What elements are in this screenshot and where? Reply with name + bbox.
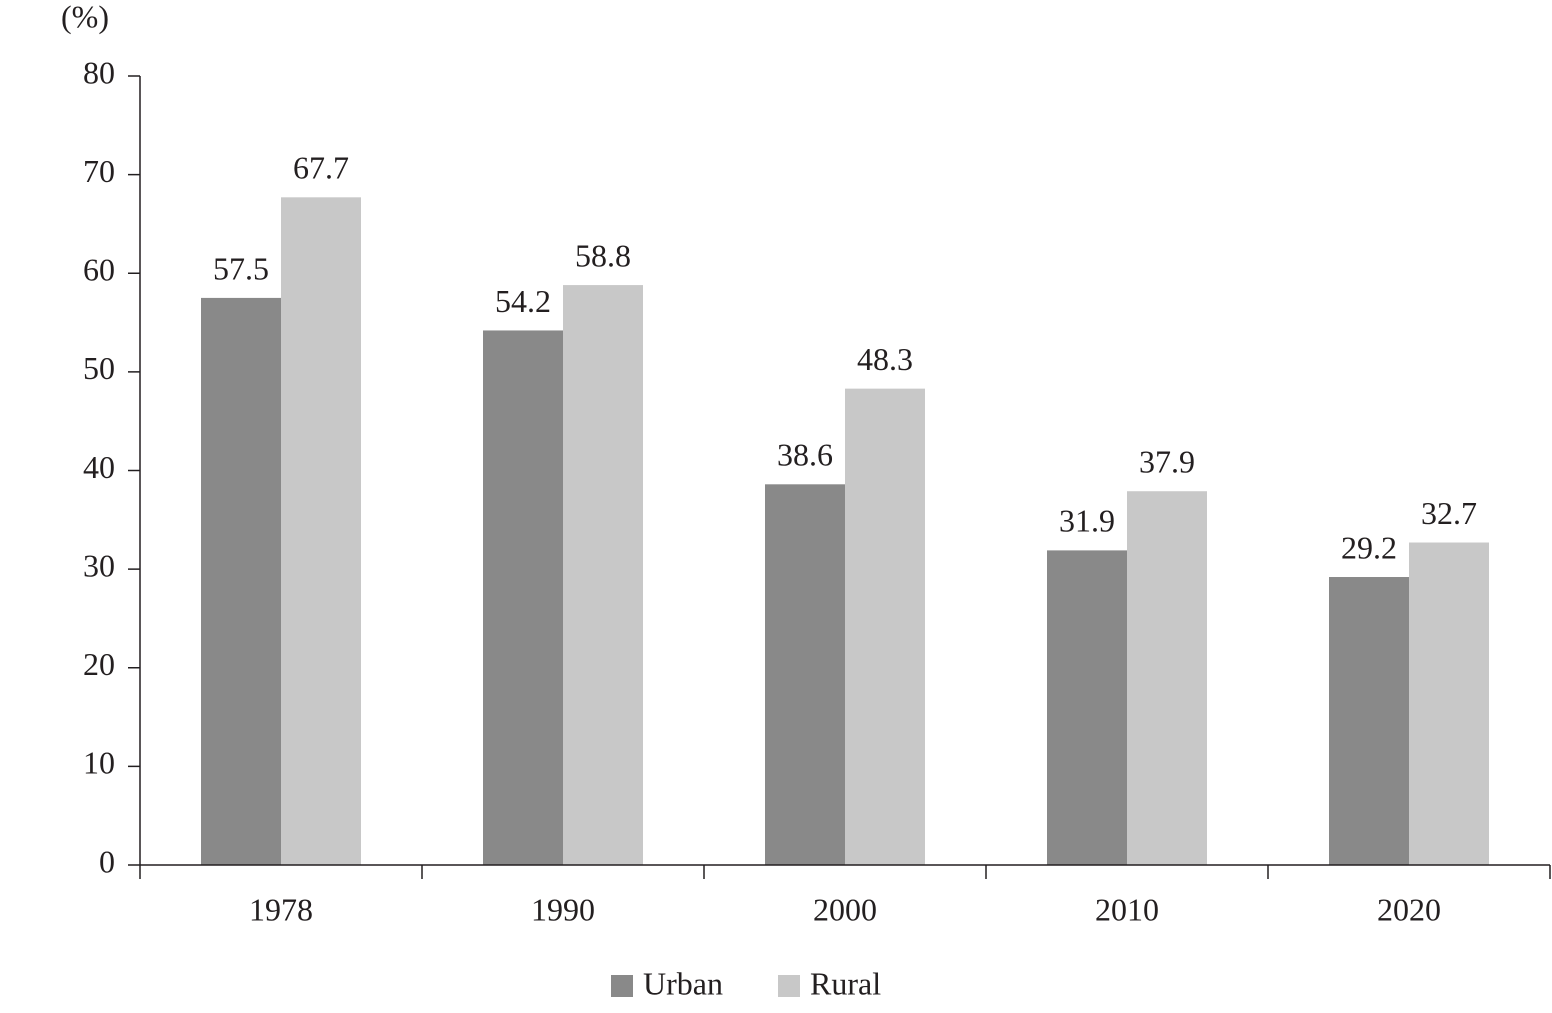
bar bbox=[563, 285, 643, 866]
bar bbox=[845, 388, 925, 865]
data-label: 29.2 bbox=[1341, 529, 1397, 565]
y-tick-label: 10 bbox=[83, 745, 115, 781]
bar bbox=[1329, 577, 1409, 865]
bar bbox=[201, 297, 281, 865]
y-tick-label: 60 bbox=[83, 252, 115, 288]
y-tick-label: 30 bbox=[83, 547, 115, 583]
y-axis-unit: (%) bbox=[61, 0, 109, 34]
data-label: 58.8 bbox=[575, 237, 631, 273]
legend-swatch bbox=[611, 975, 633, 997]
bar bbox=[483, 330, 563, 865]
data-label: 67.7 bbox=[293, 150, 349, 186]
y-tick-label: 40 bbox=[83, 449, 115, 485]
data-label: 32.7 bbox=[1421, 495, 1477, 531]
y-tick-label: 70 bbox=[83, 153, 115, 189]
y-tick-label: 20 bbox=[83, 646, 115, 682]
x-tick-label: 1978 bbox=[249, 891, 313, 927]
data-label: 38.6 bbox=[777, 437, 833, 473]
bar bbox=[1409, 542, 1489, 865]
bar bbox=[281, 197, 361, 866]
data-label: 54.2 bbox=[495, 283, 551, 319]
data-label: 37.9 bbox=[1139, 444, 1195, 480]
data-label: 31.9 bbox=[1059, 503, 1115, 539]
bar bbox=[1047, 550, 1127, 865]
y-tick-label: 80 bbox=[83, 54, 115, 90]
x-tick-label: 1990 bbox=[531, 891, 595, 927]
data-label: 57.5 bbox=[213, 250, 269, 286]
y-tick-label: 0 bbox=[99, 843, 115, 879]
legend-label: Rural bbox=[810, 965, 881, 1001]
y-tick-label: 50 bbox=[83, 350, 115, 386]
data-label: 48.3 bbox=[857, 341, 913, 377]
bar bbox=[765, 484, 845, 865]
bar bbox=[1127, 491, 1207, 865]
x-tick-label: 2000 bbox=[813, 891, 877, 927]
legend-swatch bbox=[778, 975, 800, 997]
legend-label: Urban bbox=[643, 965, 723, 1001]
x-tick-label: 2010 bbox=[1095, 891, 1159, 927]
x-tick-label: 2020 bbox=[1377, 891, 1441, 927]
